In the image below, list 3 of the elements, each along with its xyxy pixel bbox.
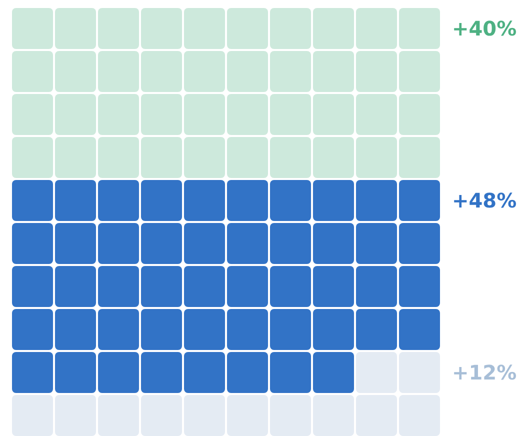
- data-label: +48%: [452, 188, 517, 212]
- data-label: +40%: [452, 16, 517, 40]
- data-label: +12%: [452, 360, 517, 384]
